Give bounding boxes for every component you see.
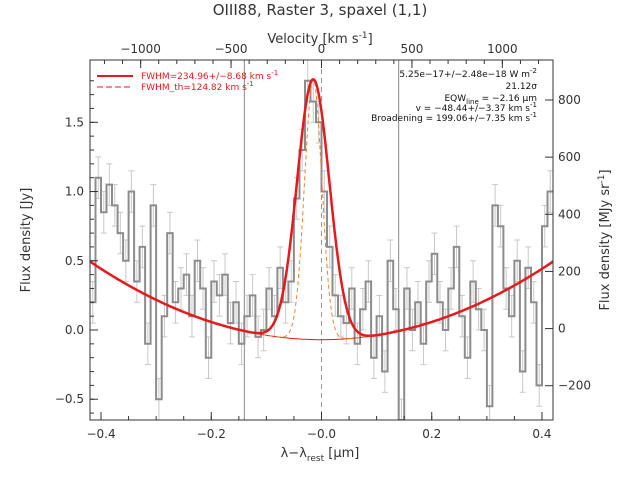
data-group xyxy=(90,60,553,420)
top-axis-label: Velocity [km s-1] xyxy=(267,31,372,47)
annotation-eqw: EQWline = −2.16 μm xyxy=(444,94,537,106)
top-tick-label: 0 xyxy=(318,42,326,56)
y-tick-label: 1.5 xyxy=(65,115,84,129)
x-tick-label: 0.4 xyxy=(532,427,551,441)
right-tick-label: −200 xyxy=(558,379,591,393)
top-tick-label: 500 xyxy=(400,42,423,56)
legend-label-thermal: FWHM_th=124.82 km s-1 xyxy=(141,80,254,93)
top-tick-label: −1000 xyxy=(120,42,161,56)
right-axis-label: Flux density [MJy sr-1] xyxy=(597,169,613,310)
y-tick-label: 0.5 xyxy=(65,254,84,268)
data-spectrum xyxy=(90,79,553,420)
annotation-velocity: v = −48.44+/−3.37 km s-1 xyxy=(416,101,537,114)
plot-area: −0.4 −0.2 −0.0 0.2 0.4 −1000 −500 0 500 1000 −0.5 0… xyxy=(55,42,591,441)
x-tick-label: 0.2 xyxy=(422,427,441,441)
x-axis-label: λ−λrest [μm] xyxy=(281,446,360,464)
right-tick-label: 400 xyxy=(558,207,581,221)
legend: FWHM=234.96+/−8.68 km s-1 FWHM_th=124.82… xyxy=(97,69,278,93)
gaussian-fit-curve xyxy=(90,77,553,337)
right-tick-label: 200 xyxy=(558,264,581,278)
annotation-flux: 5.25e−17+/−2.48e−18 W m-2 xyxy=(399,67,537,80)
annotation-broadening: Broadening = 199.06+/−7.35 km s-1 xyxy=(371,111,537,124)
y-axis-label: Flux density [Jy] xyxy=(19,188,34,293)
right-tick-label: 800 xyxy=(558,93,581,107)
chart-title: OIII88, Raster 3, spaxel (1,1) xyxy=(213,1,428,19)
thermal-fit-curve xyxy=(90,78,553,340)
legend-label-fit: FWHM=234.96+/−8.68 km s-1 xyxy=(141,69,278,82)
top-tick-label: −500 xyxy=(215,42,248,56)
x-tick-label: −0.2 xyxy=(197,427,226,441)
annotations: 5.25e−17+/−2.48e−18 W m-2 21.12σ EQWline… xyxy=(371,67,537,124)
annotation-significance: 21.12σ xyxy=(506,82,538,92)
top-tick-label: 1000 xyxy=(487,42,518,56)
y-tick-label: 1.0 xyxy=(65,185,84,199)
x-tick-label: −0.0 xyxy=(307,427,336,441)
x-tick-label: −0.4 xyxy=(86,427,115,441)
y-tick-label: −0.5 xyxy=(55,392,84,406)
right-tick-label: 0 xyxy=(558,322,566,336)
y-tick-label: 0.0 xyxy=(65,323,84,337)
right-tick-label: 600 xyxy=(558,150,581,164)
